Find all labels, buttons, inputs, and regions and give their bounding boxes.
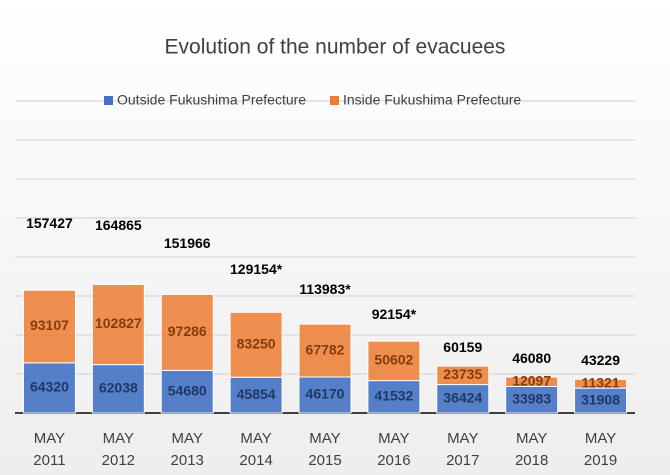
x-tick-label: MAY 2015	[308, 430, 342, 469]
value-label: 31908	[581, 391, 620, 407]
legend-label: Inside Fukushima Prefecture	[343, 92, 521, 108]
x-tick-label: MAY 2011	[33, 430, 66, 469]
x-tick-label: MAY 2012	[101, 430, 136, 469]
value-label: 12097	[512, 372, 551, 388]
x-tick-label: MAY 2014	[239, 430, 273, 469]
total-label: 151966	[164, 235, 211, 251]
value-label: 23735	[443, 366, 482, 382]
legend-label: Outside Fukushima Prefecture	[117, 92, 306, 108]
total-label: 157427	[26, 215, 73, 231]
x-tick-label: MAY 2017	[446, 430, 480, 469]
chart-title: Evolution of the number of evacuees	[165, 36, 506, 59]
bar-segment	[574, 378, 628, 389]
value-label: 67782	[306, 341, 345, 357]
value-label: 46170	[306, 386, 345, 402]
bar-segment	[505, 376, 559, 387]
total-label: 92154*	[372, 306, 417, 322]
bar-segment	[298, 376, 352, 414]
x-tick-label: MAY 2018	[514, 430, 549, 469]
value-label: 83250	[237, 335, 276, 351]
bar-segment	[91, 283, 145, 366]
value-label: 62038	[99, 380, 138, 396]
bar-segment	[22, 362, 76, 414]
bar-segment	[22, 289, 76, 364]
x-tick-label: MAY 2016	[377, 430, 411, 469]
value-label: 45854	[237, 386, 276, 402]
bar-segment	[505, 385, 559, 414]
total-label: 129154*	[230, 261, 283, 277]
bar-segment	[160, 293, 214, 371]
total-label: 43229	[581, 352, 620, 368]
value-label: 102827	[95, 315, 142, 331]
bar-segment	[229, 311, 283, 378]
value-label: 36424	[443, 389, 482, 405]
bar-segment	[298, 323, 352, 378]
bar-segment	[574, 387, 628, 414]
total-label: 60159	[443, 339, 482, 355]
value-label: 41532	[374, 388, 413, 404]
legend-swatch	[104, 96, 113, 105]
legend-swatch	[330, 96, 339, 105]
total-label: 46080	[512, 350, 551, 366]
value-label: 50602	[374, 352, 413, 368]
value-label: 97286	[168, 323, 207, 339]
x-tick-label: MAY 2019	[583, 430, 618, 469]
value-label: 54680	[168, 382, 207, 398]
bar-segment	[436, 365, 490, 386]
value-label: 64320	[30, 379, 69, 395]
value-label: 93107	[30, 317, 69, 333]
x-tick-label: MAY 2013	[170, 430, 204, 469]
value-label: 11321	[581, 374, 619, 390]
total-label: 113983*	[299, 281, 351, 297]
bar-segment	[367, 340, 421, 382]
total-label: 164865	[95, 217, 142, 233]
value-label: 33983	[512, 390, 551, 406]
